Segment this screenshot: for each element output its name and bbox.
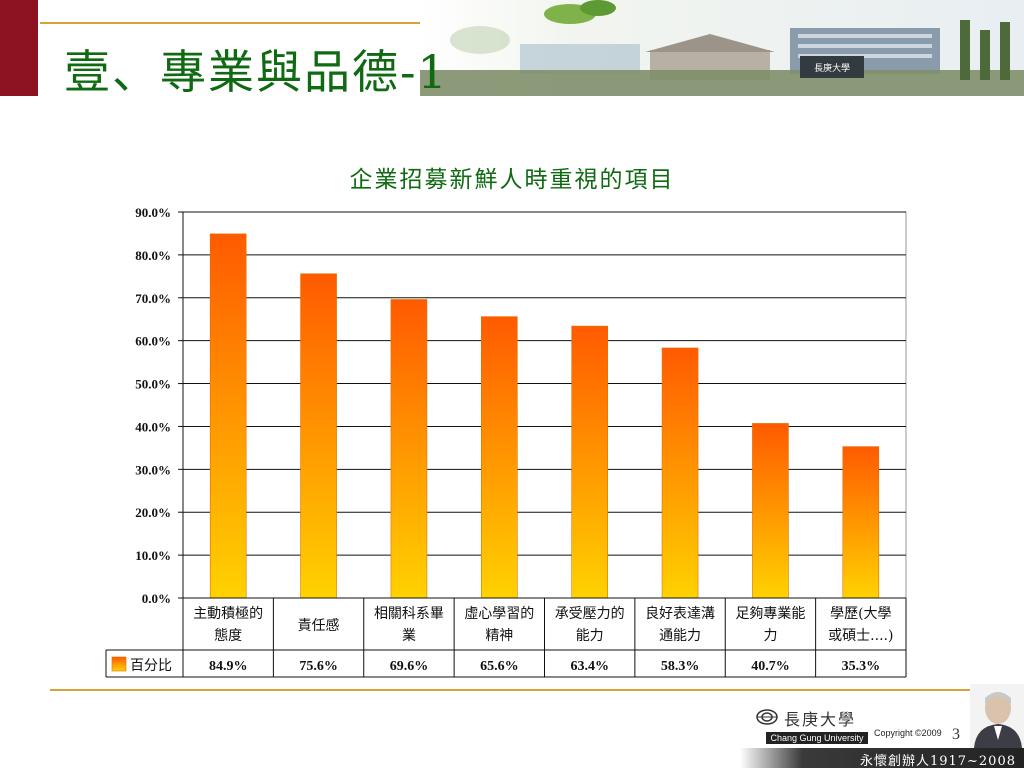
bar	[300, 273, 337, 599]
campus-sign: 長庚大學	[814, 62, 850, 74]
university-logo: 長庚大學 Chang Gung University	[756, 706, 876, 746]
chart-bars	[209, 233, 880, 599]
bar	[209, 233, 247, 599]
category-label: 相關科系畢	[374, 606, 444, 622]
category-label: 足夠專業能	[735, 606, 805, 622]
legend-swatch	[111, 656, 127, 672]
category-label: 態度	[214, 628, 242, 644]
y-tick-label: 30.0%	[135, 462, 171, 477]
category-label: 良好表達溝	[645, 606, 715, 622]
y-tick-label: 70.0%	[135, 291, 171, 306]
footer-band: 永懷創辦人1917~2008	[740, 748, 1024, 769]
category-label: 力	[763, 628, 777, 644]
university-name-cn: 長庚大學	[784, 710, 857, 729]
value-label: 84.9%	[209, 659, 248, 674]
bar	[390, 299, 428, 599]
y-tick-label: 40.0%	[135, 419, 171, 434]
value-label: 35.3%	[842, 659, 881, 674]
value-label: 65.6%	[480, 659, 519, 674]
copyright-text: Copyright ©2009	[874, 728, 942, 738]
category-label: 業	[402, 628, 416, 644]
page-title: 壹、專業與品德-1	[64, 45, 449, 99]
bar	[752, 423, 789, 599]
value-label: 40.7%	[751, 659, 790, 674]
y-tick-label: 90.0%	[135, 205, 171, 220]
y-tick-label: 80.0%	[135, 248, 171, 263]
footer-rule	[50, 689, 974, 691]
category-label: 承受壓力的	[555, 606, 625, 622]
category-label: 能力	[576, 628, 604, 644]
plot-area	[182, 211, 907, 599]
category-label: 責任感	[298, 617, 340, 634]
category-label: 虛心學習的	[464, 606, 534, 622]
bar	[661, 347, 699, 599]
y-tick-label: 0.0%	[142, 591, 171, 606]
chart-title: 企業招募新鮮人時重視的項目	[349, 167, 675, 193]
y-axis-ticks: 0.0% 10.0% 20.0% 30.0% 40.0% 50.0% 60.0% 70.0% 8…	[135, 205, 171, 606]
campus-photo-graphic: 長庚大學	[420, 0, 1024, 96]
university-emblem-icon	[756, 709, 778, 725]
value-label: 69.6%	[390, 659, 429, 674]
legend-label: 百分比	[130, 658, 172, 674]
university-name-en: Chang Gung University	[766, 732, 868, 744]
bar	[571, 325, 608, 599]
bar	[842, 446, 880, 599]
y-tick-label: 50.0%	[135, 377, 171, 392]
founder-portrait	[970, 684, 1024, 748]
chart-gridlines	[178, 211, 907, 599]
value-label: 63.4%	[570, 659, 609, 674]
bar	[481, 316, 518, 599]
y-tick-label: 20.0%	[135, 505, 171, 520]
value-label: 58.3%	[661, 659, 700, 674]
category-label: 學歷(大學	[830, 606, 891, 622]
header-campus-photo: 長庚大學	[420, 0, 1024, 96]
y-tick-label: 60.0%	[135, 334, 171, 349]
category-label: 精神	[485, 628, 513, 644]
value-label: 75.6%	[299, 659, 338, 674]
category-label: 主動積極的	[193, 606, 263, 622]
category-label: 或碩士....)	[828, 628, 893, 644]
title-accent-bar	[0, 0, 38, 96]
slide-number: 3	[952, 726, 960, 743]
y-tick-label: 10.0%	[135, 548, 171, 563]
footer-motto: 永懷創辦人1917~2008	[859, 754, 1016, 769]
category-label: 通能力	[659, 628, 701, 644]
